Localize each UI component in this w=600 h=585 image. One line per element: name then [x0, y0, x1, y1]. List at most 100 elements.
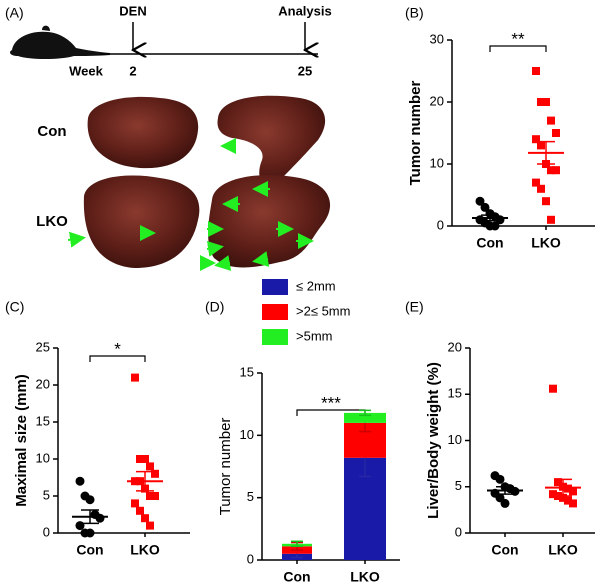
data-point	[552, 129, 560, 137]
data-point	[85, 528, 95, 538]
data-point	[95, 513, 105, 523]
x-tick-label: Con	[476, 235, 503, 251]
y-tick-label: 5	[247, 489, 254, 504]
y-tick-label: 0	[43, 524, 50, 539]
data-point	[542, 197, 550, 206]
data-point	[547, 116, 555, 125]
data-point	[547, 166, 555, 175]
sem-bar	[136, 470, 154, 492]
data-point	[480, 202, 490, 212]
sem-bar	[554, 478, 572, 497]
y-tick-label: 10	[430, 155, 444, 170]
y-tick-label: 15	[36, 413, 50, 428]
y-tick-label: 0	[455, 524, 462, 539]
data-point	[141, 455, 149, 463]
x-tick-label: Con	[283, 569, 310, 585]
week-label: 2	[129, 63, 136, 78]
data-point	[75, 521, 85, 531]
x-tick-label: LKO	[531, 235, 561, 251]
y-tick-label: 10	[36, 450, 50, 465]
y-tick-label: 20	[430, 93, 444, 108]
group-label: Con	[37, 123, 66, 140]
data-point	[549, 384, 557, 393]
y-tick-label: 30	[430, 31, 444, 46]
y-tick-label: 5	[43, 487, 50, 502]
data-point	[542, 98, 550, 106]
panel-label: (B)	[405, 5, 424, 21]
significance-label: ***	[321, 393, 341, 412]
data-point	[537, 184, 545, 193]
data-point	[475, 196, 485, 206]
data-point	[85, 495, 95, 505]
data-point	[490, 221, 500, 231]
y-tick-label: 10	[240, 427, 254, 442]
data-point	[569, 499, 577, 508]
significance-bracket	[489, 45, 547, 52]
data-point	[500, 498, 510, 508]
data-point	[537, 141, 545, 150]
legend-swatch	[262, 279, 288, 295]
y-axis-label: Tumor number	[217, 418, 234, 516]
x-tick-label: Con	[491, 542, 518, 558]
data-point	[131, 373, 139, 382]
legend-swatch	[262, 329, 288, 345]
data-point	[75, 476, 85, 486]
data-point	[537, 98, 545, 106]
liver-image	[87, 96, 199, 169]
group-label: LKO	[36, 213, 68, 230]
tumor-arrows	[67, 138, 314, 271]
data-point	[569, 487, 577, 496]
sem-bar	[537, 140, 555, 165]
panel-a: (A) DEN Analysis Week 2 25 Con LKO	[5, 3, 332, 271]
data-point	[146, 521, 154, 530]
data-point	[552, 166, 560, 175]
data-point	[146, 462, 154, 471]
data-point	[532, 135, 540, 144]
significance-label: **	[511, 29, 525, 48]
y-tick-label: 0	[247, 551, 254, 566]
significance-label: *	[114, 339, 121, 358]
sem-bar	[481, 214, 499, 222]
data-point	[564, 496, 572, 505]
y-tick-label: 20	[448, 339, 462, 354]
data-point	[136, 455, 144, 463]
panel-label: (C)	[5, 299, 24, 315]
sem-bar	[496, 486, 514, 495]
data-point	[151, 469, 159, 478]
y-tick-label: 10	[448, 432, 462, 447]
panel-label: (A)	[5, 5, 24, 21]
x-tick-label: LKO	[350, 569, 380, 585]
bar-segment	[344, 412, 386, 423]
data-point	[547, 215, 555, 224]
error-bar	[359, 409, 371, 417]
data-point	[141, 514, 149, 523]
liver-image	[217, 95, 326, 187]
data-point	[151, 492, 159, 500]
x-tick-label: LKO	[548, 542, 578, 558]
y-tick-label: 5	[455, 478, 462, 493]
mouse-icon	[10, 25, 110, 59]
panel-label: (D)	[205, 299, 224, 315]
data-point	[554, 478, 562, 487]
panel-label: (E)	[405, 299, 424, 315]
x-tick-label: LKO	[130, 542, 160, 558]
data-point	[559, 493, 567, 502]
significance-bracket	[89, 355, 146, 362]
y-tick-label: 15	[240, 364, 254, 379]
y-axis-label: Liver/Body weight (%)	[425, 362, 442, 519]
y-axis-label: Tumor number	[407, 80, 424, 185]
data-point	[532, 67, 540, 75]
event-label: Analysis	[278, 3, 331, 18]
legend-label: >2≤ 5mm	[296, 303, 350, 318]
y-tick-label: 25	[36, 339, 50, 354]
sem-bar	[81, 509, 99, 525]
y-tick-label: 0	[437, 217, 444, 232]
data-point	[495, 474, 505, 484]
liver-image	[83, 175, 200, 268]
y-tick-label: 15	[448, 386, 462, 401]
error-bar	[291, 540, 303, 548]
axis-label: Week	[69, 63, 103, 78]
y-tick-label: 20	[36, 376, 50, 391]
legend-label: >5mm	[296, 328, 332, 343]
